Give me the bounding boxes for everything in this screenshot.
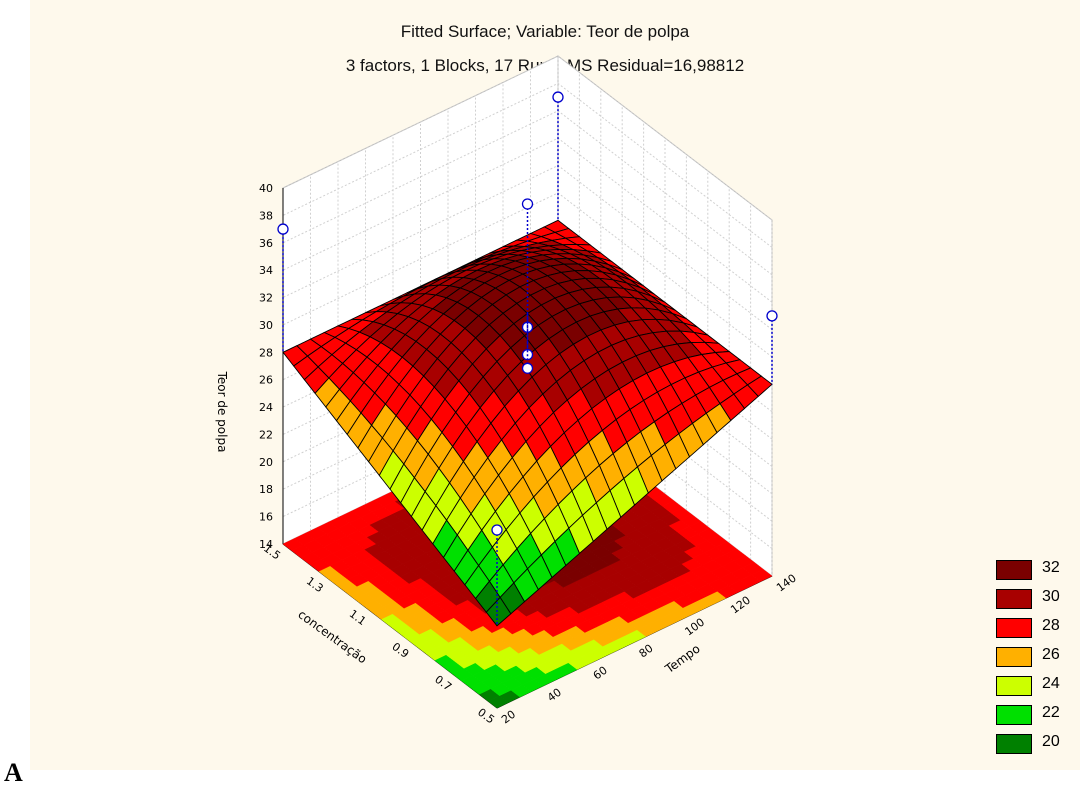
- observed-point: [766, 310, 778, 322]
- x-tick-label: 1.3: [304, 574, 326, 595]
- x-tick-label: 0.9: [389, 640, 411, 661]
- z-axis-title: Teor de polpa: [215, 371, 229, 453]
- y-tick-label: 100: [682, 616, 707, 639]
- legend-label: 26: [1042, 646, 1060, 663]
- x-tick-label: 1.1: [347, 607, 369, 628]
- z-tick-label: 30: [259, 319, 273, 332]
- legend-item: 24: [996, 675, 1080, 696]
- legend-item: 30: [996, 588, 1080, 609]
- legend-label: 30: [1042, 588, 1060, 605]
- surface-cell: [485, 596, 512, 627]
- legend-swatch: [996, 676, 1032, 696]
- legend-item: 22: [996, 704, 1080, 725]
- z-gridline: [282, 192, 773, 358]
- legend-swatch: [996, 705, 1032, 725]
- z-tick-label: 40: [259, 182, 273, 195]
- fitted-surface: [282, 219, 773, 627]
- z-tick-label: 22: [259, 428, 273, 441]
- observed-points: [277, 91, 778, 626]
- z-tick-label: 20: [259, 456, 273, 469]
- z-tick-label: 16: [259, 511, 273, 524]
- z-tick-label: 24: [259, 401, 273, 414]
- legend-swatch: [996, 560, 1032, 580]
- y-tick-label: 40: [545, 686, 564, 705]
- legend-label: 28: [1042, 617, 1060, 634]
- y-axis-title: Tempo: [662, 642, 703, 677]
- legend-label: 20: [1042, 733, 1060, 750]
- z-tick-label: 34: [259, 264, 273, 277]
- z-tick-label: 32: [259, 292, 273, 305]
- observed-point: [521, 362, 534, 374]
- z-tick-label: 28: [259, 346, 273, 359]
- legend-swatch: [996, 618, 1032, 638]
- observed-point: [491, 524, 503, 536]
- z-tick-label: 26: [259, 374, 273, 387]
- y-tick-label: 120: [728, 594, 753, 617]
- y-tick-label: 80: [637, 642, 656, 661]
- observed-point: [277, 223, 289, 235]
- legend-swatch: [996, 589, 1032, 609]
- z-tick-label: 14: [259, 538, 273, 551]
- legend-item: 28: [996, 617, 1080, 638]
- legend-item: 26: [996, 646, 1080, 667]
- legend-label: 32: [1042, 559, 1060, 576]
- legend-item: 32: [996, 559, 1080, 580]
- x-tick-label: 0.5: [475, 706, 497, 727]
- z-gridline: [282, 55, 773, 221]
- legend-label: 24: [1042, 675, 1060, 692]
- legend-swatch: [996, 647, 1032, 667]
- z-tick-label: 38: [259, 209, 273, 222]
- y-tick-label: 60: [591, 664, 610, 683]
- panel-label: A: [4, 758, 23, 787]
- y-tick-label: 140: [774, 572, 799, 595]
- observed-point: [552, 91, 564, 103]
- y-tick-label: 20: [499, 708, 518, 727]
- z-tick-label: 18: [259, 483, 273, 496]
- chart-title: Fitted Surface; Variable: Teor de polpa: [400, 22, 690, 41]
- observed-point: [521, 198, 534, 210]
- x-tick-label: 0.7: [432, 673, 454, 694]
- legend-item: 20: [996, 733, 1080, 754]
- z-tick-label: 36: [259, 237, 273, 250]
- legend-label: 22: [1042, 704, 1060, 721]
- legend-swatch: [996, 734, 1032, 754]
